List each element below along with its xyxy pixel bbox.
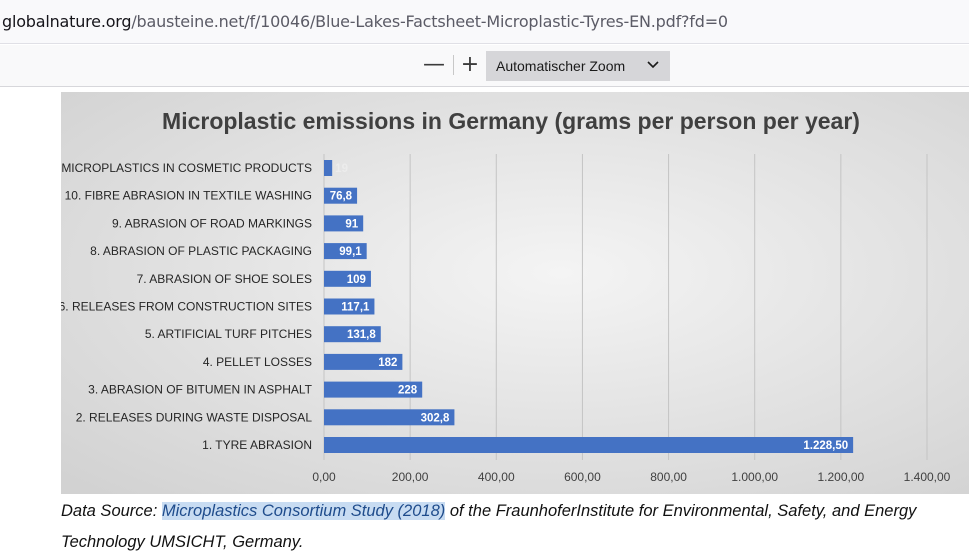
data-label: 99,1	[339, 246, 362, 258]
category-label: 17. MICROPLASTICS IN COSMETIC PRODUCTS	[61, 161, 312, 175]
chevron-down-icon	[647, 61, 659, 69]
bar	[324, 409, 455, 426]
pdf-toolbar: — + Automatischer Zoom	[0, 45, 969, 87]
bar	[324, 298, 375, 315]
zoom-in-button[interactable]: +	[460, 52, 480, 77]
data-label: 302,8	[421, 412, 450, 424]
bar	[324, 243, 367, 260]
category-label: 7. ABRASION OF SHOE SOLES	[137, 272, 312, 286]
toolbar-separator	[453, 55, 454, 75]
data-label: 19	[335, 163, 348, 175]
category-label: 5. ARTIFICIAL TURF PITCHES	[145, 327, 312, 341]
bar	[324, 187, 358, 204]
data-label: 228	[398, 385, 418, 397]
address-bar[interactable]: globalnature.org/bausteine.net/f/10046/B…	[0, 0, 969, 44]
bar	[324, 353, 403, 370]
x-tick-label: 1.000,00	[731, 470, 778, 484]
caption-prefix: Data Source:	[61, 502, 162, 520]
category-label: 3. ABRASION OF BITUMEN IN ASPHALT	[88, 383, 312, 397]
chart-background	[61, 92, 969, 494]
bar	[324, 326, 381, 343]
category-label: 4. PELLET LOSSES	[203, 355, 312, 369]
caption-source-link[interactable]: Microplastics Consortium Study (2018)	[161, 502, 446, 520]
category-label: 9. ABRASION OF ROAD MARKINGS	[112, 216, 312, 230]
x-tick-label: 200,00	[392, 470, 429, 484]
chart-image: 0,00 200,00 400,00 600,00 800,00 1.000,00 1.20…	[61, 92, 969, 494]
data-label: 117,1	[341, 302, 370, 314]
zoom-select[interactable]: Automatischer Zoom	[486, 51, 670, 81]
data-label: 76,8	[330, 191, 353, 203]
bar-chart: 0,00 200,00 400,00 600,00 800,00 1.000,00 1.20…	[61, 92, 969, 494]
data-label: 182	[378, 357, 397, 369]
figure-caption: Data Source: Microplastics Consortium St…	[61, 496, 961, 558]
category-label: 6. RELEASES FROM CONSTRUCTION SITES	[61, 300, 312, 314]
category-label: 1. TYRE ABRASION	[202, 438, 312, 452]
data-label: 131,8	[347, 329, 376, 341]
x-tick-label: 400,00	[478, 470, 515, 484]
zoom-out-button[interactable]: —	[423, 52, 445, 77]
chart-title: Microplastic emissions in Germany (grams…	[162, 108, 860, 134]
x-tick-label: 0,00	[312, 470, 336, 484]
bar	[324, 160, 333, 176]
zoom-select-value: Automatischer Zoom	[496, 58, 626, 74]
x-tick-label: 600,00	[564, 470, 601, 484]
x-tick-label: 1.400,00	[904, 470, 951, 484]
x-tick-label: 1.200,00	[817, 470, 864, 484]
url-path: /bausteine.net/f/10046/Blue-Lakes-Factsh…	[131, 12, 728, 31]
bar	[324, 215, 364, 232]
data-label: 91	[345, 218, 358, 230]
data-label: 109	[347, 274, 366, 286]
bar	[324, 270, 371, 287]
url-domain: globalnature.org	[2, 12, 132, 31]
bar	[324, 381, 423, 398]
x-tick-label: 800,00	[650, 470, 687, 484]
bar	[324, 437, 854, 453]
data-label: 1.228,50	[803, 440, 848, 452]
category-label: 10. FIBRE ABRASION IN TEXTILE WASHING	[65, 189, 312, 203]
url-text[interactable]: globalnature.org/bausteine.net/f/10046/B…	[2, 12, 728, 31]
category-label: 8. ABRASION OF PLASTIC PACKAGING	[90, 244, 312, 258]
category-label: 2. RELEASES DURING WASTE DISPOSAL	[76, 410, 313, 424]
caption-suffix: of the FraunhoferInstitute for Environme…	[61, 502, 917, 551]
